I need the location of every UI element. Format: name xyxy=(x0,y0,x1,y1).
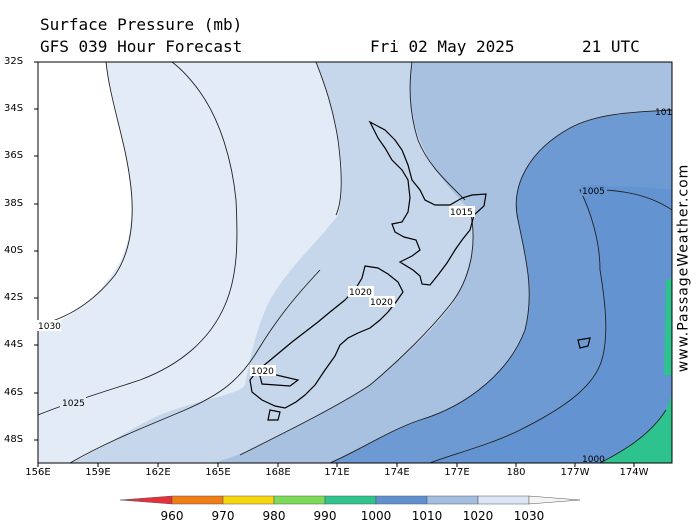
forecast-date: Fri 02 May 2025 xyxy=(370,37,515,56)
isobar-label-1020a: 1020 xyxy=(349,288,372,298)
isobar-label-1015: 1015 xyxy=(450,208,473,218)
chatham-islands-outline xyxy=(577,337,591,349)
band-1000-south xyxy=(600,395,672,463)
legend-label-990: 990 xyxy=(313,509,337,523)
lat-label-40s: 40S xyxy=(4,245,24,256)
legend-swatch-1010 xyxy=(426,495,479,505)
band-1030 xyxy=(38,62,132,330)
map-title: Surface Pressure (mb) xyxy=(40,15,243,34)
lat-label-34s: 34S xyxy=(4,103,24,114)
isobar-label-1020b: 1020 xyxy=(370,298,393,308)
lat-label-32s: 32S xyxy=(4,56,24,67)
north-island-outline xyxy=(368,120,487,286)
stewart-island-outline xyxy=(267,409,281,421)
lon-label-162e: 162E xyxy=(145,467,171,478)
lon-label-174w: 174W xyxy=(619,467,649,478)
watermark-text: www.PassageWeather.com xyxy=(675,163,692,373)
lon-label-159e: 159E xyxy=(85,467,111,478)
lon-label-168e: 168E xyxy=(265,467,291,478)
legend-label-970: 970 xyxy=(211,509,235,523)
lon-label-177e: 177E xyxy=(444,467,470,478)
pressure-legend xyxy=(119,495,581,505)
isobar-1015 xyxy=(409,62,466,201)
isobar-1000 xyxy=(599,409,667,463)
isobar-1020b xyxy=(315,62,342,216)
lat-label-42s: 42S xyxy=(4,292,24,303)
isobar-label-1030: 1030 xyxy=(38,322,61,332)
map-frame xyxy=(37,61,673,464)
isobar-label-101: 101 xyxy=(655,108,672,118)
isobar-label-1000: 1000 xyxy=(582,455,605,465)
isobar-label-1020c: 1020 xyxy=(251,367,274,377)
lat-label-46s: 46S xyxy=(4,387,24,398)
band-1000-east xyxy=(664,278,672,375)
lon-label-171e: 171E xyxy=(324,467,350,478)
legend-label-1010: 1010 xyxy=(411,509,443,523)
isobar-label-1025: 1025 xyxy=(62,399,85,409)
legend-swatch-960 xyxy=(171,495,224,505)
lat-label-44s: 44S xyxy=(4,339,24,350)
legend-swatch-990 xyxy=(324,495,377,505)
lat-label-48s: 48S xyxy=(4,434,24,445)
isobar-label-1005: 1005 xyxy=(582,187,605,197)
legend-arrow-left xyxy=(119,495,173,505)
forecast-time: 21 UTC xyxy=(582,37,640,56)
isobar-1025 xyxy=(38,62,238,416)
band-1005 xyxy=(430,186,672,463)
lat-label-36s: 36S xyxy=(4,150,24,161)
isobar-1010 xyxy=(329,109,672,463)
legend-label-980: 980 xyxy=(262,509,286,523)
isobar-1030 xyxy=(38,62,133,326)
legend-swatch-1000 xyxy=(375,495,428,505)
legend-label-960: 960 xyxy=(160,509,184,523)
legend-label-1030: 1030 xyxy=(513,509,545,523)
legend-label-1000: 1000 xyxy=(360,509,392,523)
legend-swatch-980 xyxy=(273,495,326,505)
lon-label-156e: 156E xyxy=(25,467,51,478)
lon-label-180: 180 xyxy=(506,467,526,478)
map-subtitle: GFS 039 Hour Forecast xyxy=(40,37,243,56)
legend-swatch-1020 xyxy=(477,495,530,505)
lon-label-174e: 174E xyxy=(384,467,410,478)
isobar-1020a xyxy=(69,269,321,463)
lon-label-165e: 165E xyxy=(205,467,231,478)
legend-swatch-970 xyxy=(222,495,275,505)
lat-label-38s: 38S xyxy=(4,198,24,209)
isobar-1015b xyxy=(239,209,474,456)
legend-arrow-right xyxy=(528,495,581,505)
lon-label-177w: 177W xyxy=(560,467,590,478)
legend-label-1020: 1020 xyxy=(462,509,494,523)
